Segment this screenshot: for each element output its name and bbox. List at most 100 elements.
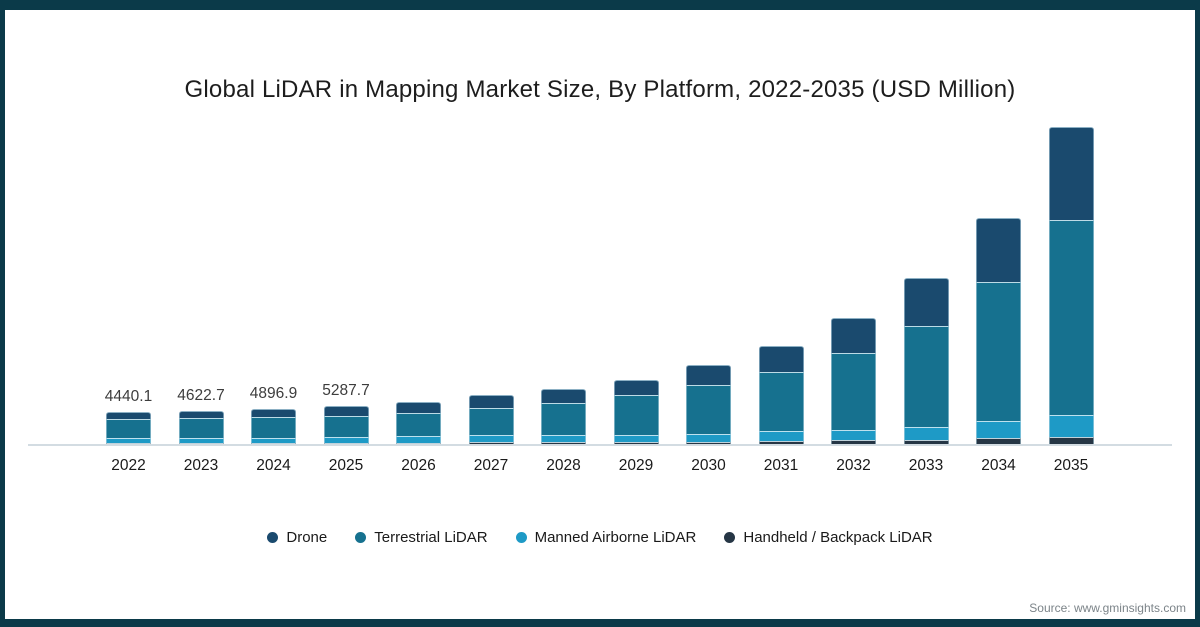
legend-item-terrestrial: Terrestrial LiDAR (355, 529, 488, 546)
bar-segment-drone-2027 (468, 395, 514, 408)
bar-segment-terrestrial-2027 (468, 407, 514, 435)
bar-segment-terrestrial-2024 (251, 417, 296, 438)
bar-segment-drone-2030 (686, 364, 731, 385)
bar-segment-drone-2023 (178, 410, 224, 419)
bar-segment-terrestrial-2030 (686, 384, 731, 434)
bar-segment-handheld-2023 (178, 442, 224, 444)
x-axis-label-2024: 2024 (256, 457, 291, 474)
bar-segment-drone-2026 (396, 402, 441, 413)
bar-segment-terrestrial-2035 (1048, 220, 1094, 416)
bar-2034 (976, 218, 1021, 444)
bar-segment-terrestrial-2031 (758, 371, 804, 431)
bar-segment-manned-2034 (976, 421, 1021, 439)
chart-page: Global LiDAR in Mapping Market Size, By … (5, 10, 1195, 619)
bar-2032 (831, 318, 876, 444)
bar-segment-handheld-2024 (251, 442, 296, 444)
bar-segment-handheld-2027 (468, 441, 514, 444)
bar-segment-manned-2027 (468, 435, 514, 442)
bar-2035 (1048, 127, 1094, 444)
bar-segment-terrestrial-2034 (976, 282, 1021, 422)
bar-value-label-2024: 4896.9 (249, 384, 298, 402)
x-axis-label-2035: 2035 (1053, 457, 1089, 474)
bar-segment-manned-2025 (323, 437, 369, 443)
bar-segment-drone-2028 (541, 389, 586, 403)
bar-segment-handheld-2032 (831, 440, 876, 444)
x-axis-label-2027: 2027 (473, 457, 509, 474)
bar-segment-handheld-2035 (1048, 437, 1094, 444)
x-axis-label-2029: 2029 (618, 457, 654, 474)
bar-segment-manned-2026 (396, 435, 441, 443)
legend-dot-manned-icon (515, 532, 527, 543)
legend-label-terrestrial: Terrestrial LiDAR (374, 529, 488, 546)
bar-segment-drone-2024 (251, 408, 296, 418)
legend-item-handheld: Handheld / Backpack LiDAR (724, 529, 933, 546)
bar-segment-handheld-2025 (323, 442, 369, 444)
x-axis-label-2022: 2022 (111, 457, 146, 474)
bar-segment-handheld-2031 (758, 440, 804, 444)
bar-segment-drone-2025 (323, 405, 369, 417)
x-axis-label-2030: 2030 (691, 457, 726, 474)
bar-segment-drone-2022 (106, 412, 151, 420)
bar-segment-manned-2024 (251, 437, 296, 443)
bar-segment-manned-2022 (106, 438, 151, 443)
x-axis-label-2023: 2023 (183, 457, 219, 474)
bar-segment-manned-2033 (903, 427, 949, 441)
bar-value-label-2023: 4622.7 (177, 386, 225, 404)
x-axis-label-2031: 2031 (763, 457, 799, 474)
bar-2027 (468, 395, 514, 444)
x-axis-label-2034: 2034 (981, 457, 1016, 474)
legend-dot-handheld-icon (724, 532, 736, 543)
legend-label-handheld: Handheld / Backpack LiDAR (743, 529, 933, 546)
bar-segment-terrestrial-2025 (323, 416, 369, 438)
bar-2029 (613, 380, 659, 444)
x-axis-label-2032: 2032 (836, 457, 871, 474)
x-axis-label-2025: 2025 (328, 457, 364, 474)
legend-dot-drone-icon (267, 532, 279, 543)
bar-segment-handheld-2029 (613, 441, 659, 444)
bar-value-label-2025: 5287.7 (322, 381, 370, 399)
bar-segment-handheld-2026 (396, 442, 441, 444)
bar-segment-terrestrial-2026 (396, 412, 441, 436)
legend-item-manned: Manned Airborne LiDAR (515, 529, 697, 546)
bar-segment-drone-2033 (903, 278, 949, 327)
bar-segment-handheld-2033 (903, 440, 949, 444)
bar-segment-manned-2032 (831, 430, 876, 441)
bar-segment-manned-2031 (758, 430, 804, 441)
bar-2023: 4622.7 (177, 387, 225, 444)
plot-area: 4440.1 4622.7 4896.9 5287.7 (105, 114, 1118, 444)
bar-segment-drone-2031 (758, 345, 804, 372)
bar-2022: 4440.1 (105, 388, 152, 444)
bar-segment-handheld-2030 (686, 441, 731, 444)
bar-segment-drone-2034 (976, 218, 1021, 282)
bar-segment-manned-2023 (178, 437, 224, 443)
bar-segment-terrestrial-2028 (541, 403, 586, 435)
bar-2026 (396, 402, 441, 444)
legend-label-drone: Drone (286, 529, 328, 546)
bar-segment-terrestrial-2032 (831, 353, 876, 431)
bar-segment-terrestrial-2033 (903, 326, 949, 428)
bar-2030 (686, 364, 731, 444)
bar-segment-drone-2035 (1048, 127, 1094, 221)
x-axis-label-2028: 2028 (546, 457, 581, 474)
bar-segment-terrestrial-2022 (106, 419, 151, 439)
legend-label-manned: Manned Airborne LiDAR (534, 529, 697, 546)
legend-item-drone: Drone (267, 529, 327, 546)
bar-segment-handheld-2022 (106, 443, 151, 444)
bar-segment-manned-2029 (613, 435, 659, 442)
bar-segment-manned-2035 (1048, 415, 1094, 438)
x-axis-labels: 2022 2023 2024 2025 2026 2027 2028 2029 2030 2031… (106, 457, 1118, 479)
bar-2033 (903, 278, 949, 444)
bar-segment-terrestrial-2029 (613, 395, 659, 435)
bar-segment-handheld-2034 (976, 438, 1021, 444)
bar-2024: 4896.9 (250, 385, 297, 444)
x-axis-label-2033: 2033 (908, 457, 944, 474)
bar-value-label-2022: 4440.1 (104, 388, 153, 406)
source-attribution: Source: www.gminsights.com (1029, 601, 1186, 615)
bar-segment-manned-2028 (541, 435, 586, 442)
bar-segment-drone-2032 (831, 318, 876, 354)
bar-2025: 5287.7 (322, 382, 370, 444)
bar-segment-manned-2030 (686, 433, 731, 442)
bar-segment-drone-2029 (613, 380, 659, 395)
bar-2028 (541, 389, 586, 444)
bar-segment-terrestrial-2023 (178, 418, 224, 438)
